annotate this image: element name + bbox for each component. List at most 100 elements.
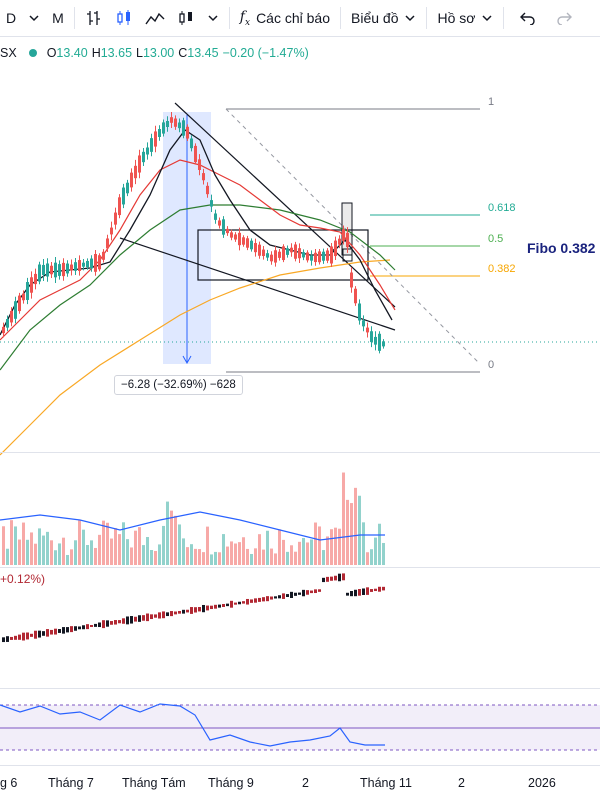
- symbol-label[interactable]: SX: [0, 46, 17, 60]
- pane-divider[interactable]: [0, 688, 600, 689]
- interval-dropdown-icon[interactable]: [22, 0, 46, 36]
- x-axis-label: g 6: [0, 776, 18, 790]
- indicator-candle: [146, 613, 149, 622]
- indicator-candle: [382, 586, 385, 591]
- candle-body: [78, 260, 81, 271]
- candle-body: [38, 264, 41, 282]
- candle-body: [194, 145, 197, 163]
- volume-bar: [246, 548, 249, 565]
- indicator-candle: [126, 616, 129, 625]
- volume-bar: [358, 495, 361, 565]
- indicator-candle: [314, 589, 317, 594]
- candle-body: [270, 254, 273, 262]
- candle-body: [58, 264, 61, 276]
- indicator-candle: [86, 624, 89, 630]
- volume-bar: [302, 538, 305, 565]
- high-key: H: [91, 46, 101, 60]
- volume-bar: [166, 501, 169, 565]
- indicator-candle: [154, 614, 157, 618]
- volume-bar: [6, 548, 9, 565]
- candle-body: [294, 244, 297, 259]
- indicator-candle: [62, 627, 65, 634]
- price-chart[interactable]: 1 0.618 0.5 0.382 0: [0, 60, 600, 770]
- indicator-candle: [218, 604, 221, 608]
- candle-body: [330, 246, 333, 264]
- toolbar-divider: [73, 7, 75, 29]
- indicator-candle: [162, 611, 165, 619]
- indicator-candle: [122, 618, 125, 624]
- candle-body: [262, 249, 265, 257]
- candle-body: [70, 264, 73, 271]
- indicators-button[interactable]: fx Các chỉ báo: [234, 0, 336, 36]
- candle-body: [202, 173, 205, 181]
- fib-level-label: 1: [488, 96, 494, 108]
- chart-type-dropdown-icon[interactable]: [201, 0, 225, 36]
- indicator-candle: [34, 630, 37, 639]
- toolbar-divider: [503, 7, 505, 29]
- candle-body: [10, 310, 13, 323]
- indicator-candle: [22, 632, 25, 641]
- indicator-candle: [170, 611, 173, 617]
- candle-body: [238, 232, 241, 246]
- indicator-candle: [378, 586, 381, 592]
- volume-bar: [66, 554, 69, 565]
- candle-body: [338, 238, 341, 245]
- trendline-lower: [119, 237, 396, 331]
- candle-body: [242, 237, 245, 245]
- candles-icon[interactable]: [109, 0, 139, 36]
- volume-bar: [22, 522, 25, 565]
- profile-menu-label: Hồ sơ: [437, 10, 476, 26]
- undo-icon[interactable]: [508, 0, 548, 36]
- volume-bar: [290, 545, 293, 565]
- volume-bar: [322, 550, 325, 565]
- candle-body: [150, 138, 153, 152]
- redo-icon[interactable]: [548, 0, 580, 36]
- indicator-candle: [298, 592, 301, 595]
- indicator-candle: [46, 629, 49, 637]
- candle-body: [322, 251, 325, 261]
- indicator-candle: [374, 588, 377, 592]
- candle-body: [62, 262, 65, 277]
- candle-body: [182, 120, 185, 136]
- volume-bar: [266, 530, 269, 565]
- interval-d-button[interactable]: D: [6, 10, 17, 26]
- candle-body: [14, 301, 17, 319]
- indicator-candle: [274, 596, 277, 599]
- candle-body: [198, 159, 201, 170]
- low-key: L: [136, 46, 143, 60]
- indicator-candle: [90, 625, 93, 628]
- candle-body: [306, 252, 309, 261]
- interval-m-button[interactable]: M: [52, 10, 64, 26]
- volume-bar: [178, 524, 181, 565]
- x-axis-label: 2026: [528, 776, 556, 790]
- volume-bar: [146, 537, 149, 565]
- volume-bar: [310, 539, 313, 565]
- fib-level-label: 0.382: [488, 263, 516, 275]
- chart-menu-button[interactable]: Biểu đồ: [345, 0, 422, 36]
- indicator-candle: [262, 597, 265, 602]
- volume-bar: [86, 545, 89, 565]
- volume-bar: [342, 472, 345, 565]
- volume-bar: [270, 548, 273, 565]
- volume-bar: [278, 529, 281, 565]
- volume-bar: [294, 551, 297, 565]
- candle-body: [162, 122, 165, 134]
- indicator-candle: [58, 629, 61, 633]
- indicator-candle: [246, 598, 249, 605]
- bar-chart-icon[interactable]: [79, 0, 109, 36]
- volume-bar: [182, 538, 185, 565]
- pane-divider[interactable]: [0, 567, 600, 568]
- line-chart-icon[interactable]: [139, 0, 171, 36]
- candle-body: [154, 131, 157, 147]
- hollow-candles-icon[interactable]: [171, 0, 201, 36]
- volume-bar: [250, 553, 253, 565]
- indicator-candle: [362, 588, 365, 595]
- indicator-candle: [110, 621, 113, 625]
- indicator-candle: [150, 614, 153, 620]
- profile-menu-button[interactable]: Hồ sơ: [431, 0, 499, 36]
- candle-body: [130, 172, 133, 188]
- candle-body: [250, 240, 253, 250]
- indicator-candle: [290, 591, 293, 599]
- indicator-candle: [186, 609, 189, 613]
- pane-divider[interactable]: [0, 452, 600, 453]
